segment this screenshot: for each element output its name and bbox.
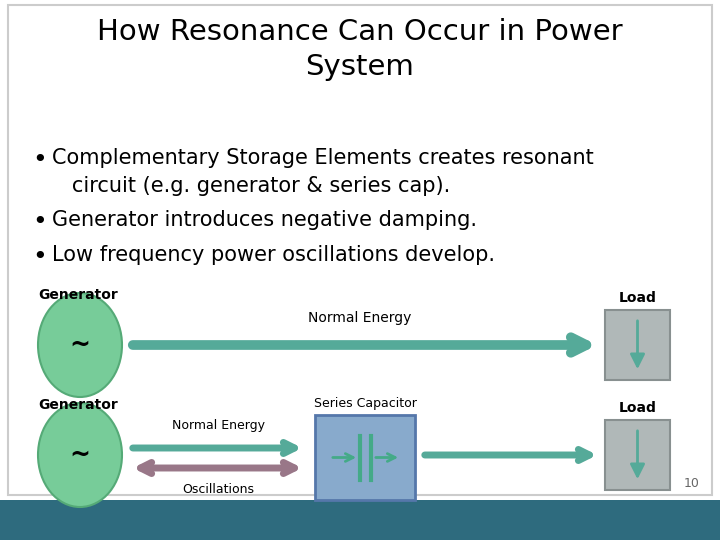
Text: •: • [32, 245, 47, 269]
Ellipse shape [38, 403, 122, 507]
Bar [605, 420, 670, 490]
Text: Load: Load [618, 401, 657, 415]
Text: 10: 10 [684, 477, 700, 490]
Text: Generator introduces negative damping.: Generator introduces negative damping. [52, 210, 477, 230]
Bar [0, 500, 720, 540]
Text: •: • [32, 148, 47, 172]
Text: Normal Energy: Normal Energy [308, 311, 412, 325]
Text: ~: ~ [70, 443, 91, 467]
Text: How Resonance Can Occur in Power
System: How Resonance Can Occur in Power System [97, 18, 623, 80]
Text: ~: ~ [70, 333, 91, 357]
Text: Generator: Generator [38, 288, 118, 302]
Text: Low frequency power oscillations develop.: Low frequency power oscillations develop… [52, 245, 495, 265]
Ellipse shape [38, 293, 122, 397]
Text: Oscillations: Oscillations [182, 483, 254, 496]
Text: Series Capacitor: Series Capacitor [314, 397, 416, 410]
Text: Normal Energy: Normal Energy [171, 419, 264, 432]
Text: Generator: Generator [38, 398, 118, 412]
Bar [605, 310, 670, 380]
Bar [315, 415, 415, 500]
Text: •: • [32, 210, 47, 234]
Text: Complementary Storage Elements creates resonant
   circuit (e.g. generator & ser: Complementary Storage Elements creates r… [52, 148, 594, 196]
Text: Load: Load [618, 291, 657, 305]
